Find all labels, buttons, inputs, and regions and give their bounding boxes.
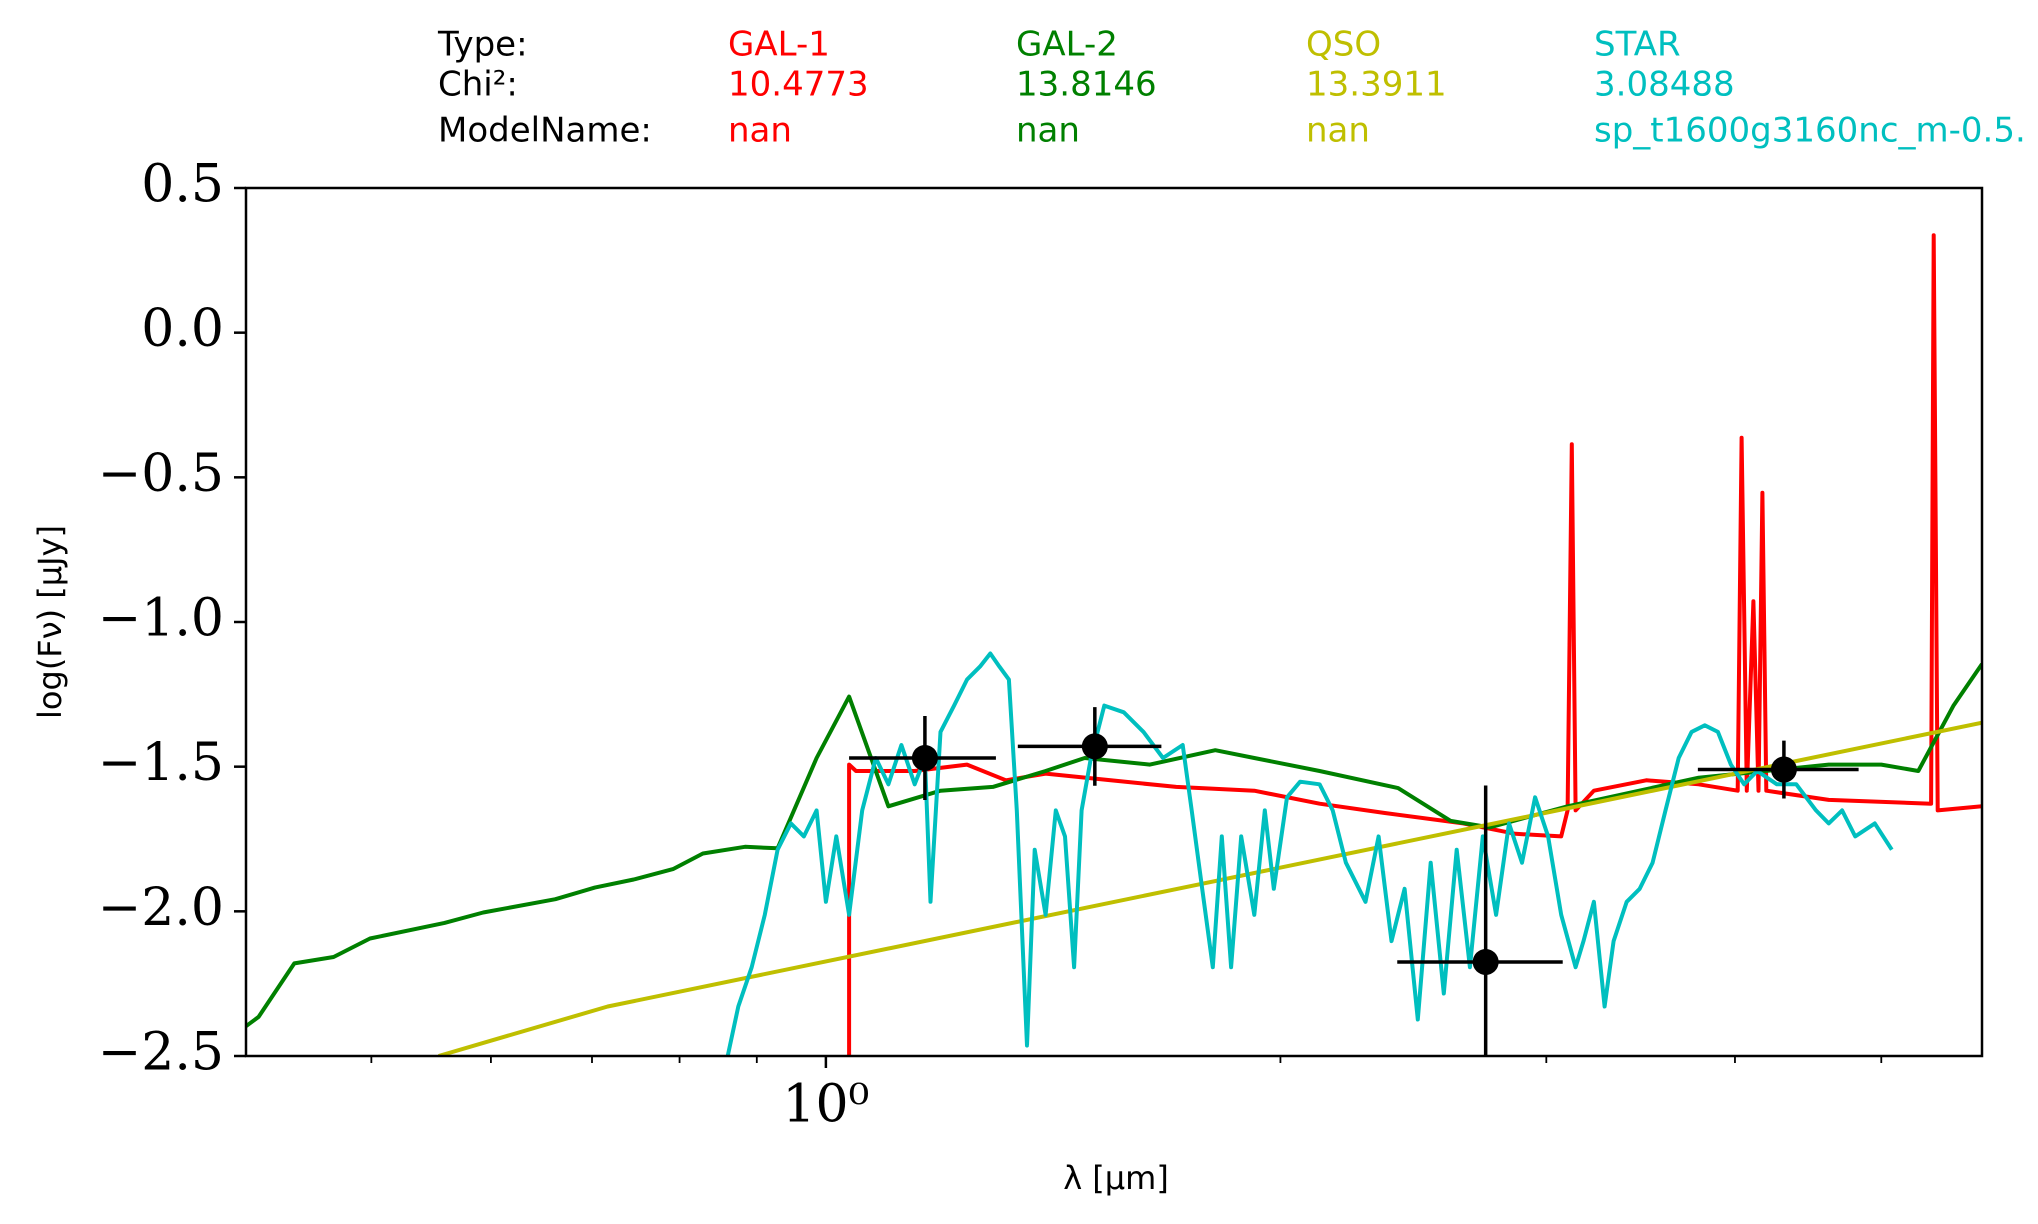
legend-name: QSO [1306,25,1381,65]
y-tick-label: −2.5 [98,1023,224,1083]
legend-model: nan [1306,111,1370,151]
y-tick-label: −1.5 [98,733,224,793]
legend-row-label: Chi²: [438,65,518,105]
legend-chi2: 13.3911 [1306,65,1447,105]
x-axis-label: λ [μm] [1063,1159,1169,1197]
y-tick-label: −0.5 [98,444,224,504]
legend-chi2: 13.8146 [1016,65,1157,105]
y-axis-label: log(Fν) [μJy] [31,525,69,719]
series-line [847,233,1982,1056]
data-point [1472,948,1499,975]
series-line [725,651,1894,1056]
legend-row-label: ModelName: [438,111,652,151]
legend-name: STAR [1594,25,1681,65]
series-line [246,662,1982,1028]
y-tick-label: 0.0 [141,299,224,359]
plot-frame [244,186,1984,1058]
legend-model: nan [728,111,792,151]
series-line [438,720,1982,1056]
legend-chi2: 3.08488 [1594,65,1735,105]
data-point [1770,756,1797,783]
legend-model: nan [1016,111,1080,151]
y-tick-label: 0.5 [141,155,224,215]
legend-name: GAL-2 [1016,25,1118,65]
legend-model: sp_t1600g3160nc_m-0.5. [1594,111,2026,151]
x-tick-label: 10⁰ [782,1075,869,1135]
data-point [1081,733,1108,760]
y-tick-label: −1.0 [98,589,224,649]
y-tick-label: −2.0 [98,878,224,938]
legend-chi2: 10.4773 [728,65,869,105]
plot-area [246,233,1982,1056]
legend-row-label: Type: [437,25,528,65]
legend-name: GAL-1 [728,25,830,65]
data-point [911,744,938,771]
